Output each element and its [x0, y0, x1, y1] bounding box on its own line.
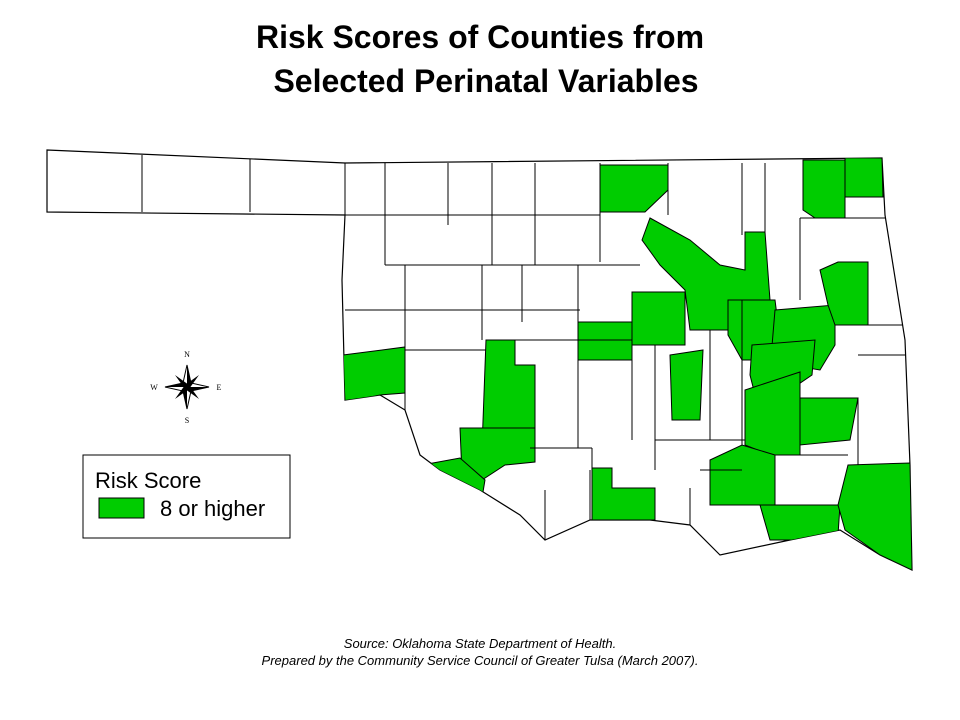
county	[759, 504, 841, 541]
title-line: Selected Perinatal Variables	[273, 63, 698, 99]
title-line: Risk Scores of Counties from	[256, 19, 704, 55]
compass-label: W	[150, 383, 158, 392]
county-lines	[141, 155, 905, 540]
compass-rose: N S W E	[150, 350, 221, 425]
legend-title: Risk Score	[95, 468, 201, 493]
compass-label: S	[185, 416, 189, 425]
county	[802, 159, 846, 219]
legend-swatch	[98, 497, 145, 519]
county	[844, 157, 884, 198]
county	[342, 346, 406, 403]
high-risk-counties	[342, 157, 912, 570]
county	[631, 291, 686, 346]
compass-label: E	[217, 383, 222, 392]
legend: Risk Score 8 or higher	[82, 454, 291, 539]
county	[799, 397, 859, 446]
county	[669, 349, 704, 421]
compass-label: N	[184, 350, 190, 359]
source-line: Prepared by the Community Service Counci…	[262, 653, 699, 668]
county	[709, 444, 776, 506]
source-line: Source: Oklahoma State Department of Hea…	[344, 636, 616, 651]
county	[577, 321, 633, 361]
county	[744, 371, 801, 456]
oklahoma-map	[46, 149, 913, 571]
county	[837, 462, 912, 570]
legend-item: 8 or higher	[160, 496, 265, 521]
legend-box	[82, 454, 291, 539]
